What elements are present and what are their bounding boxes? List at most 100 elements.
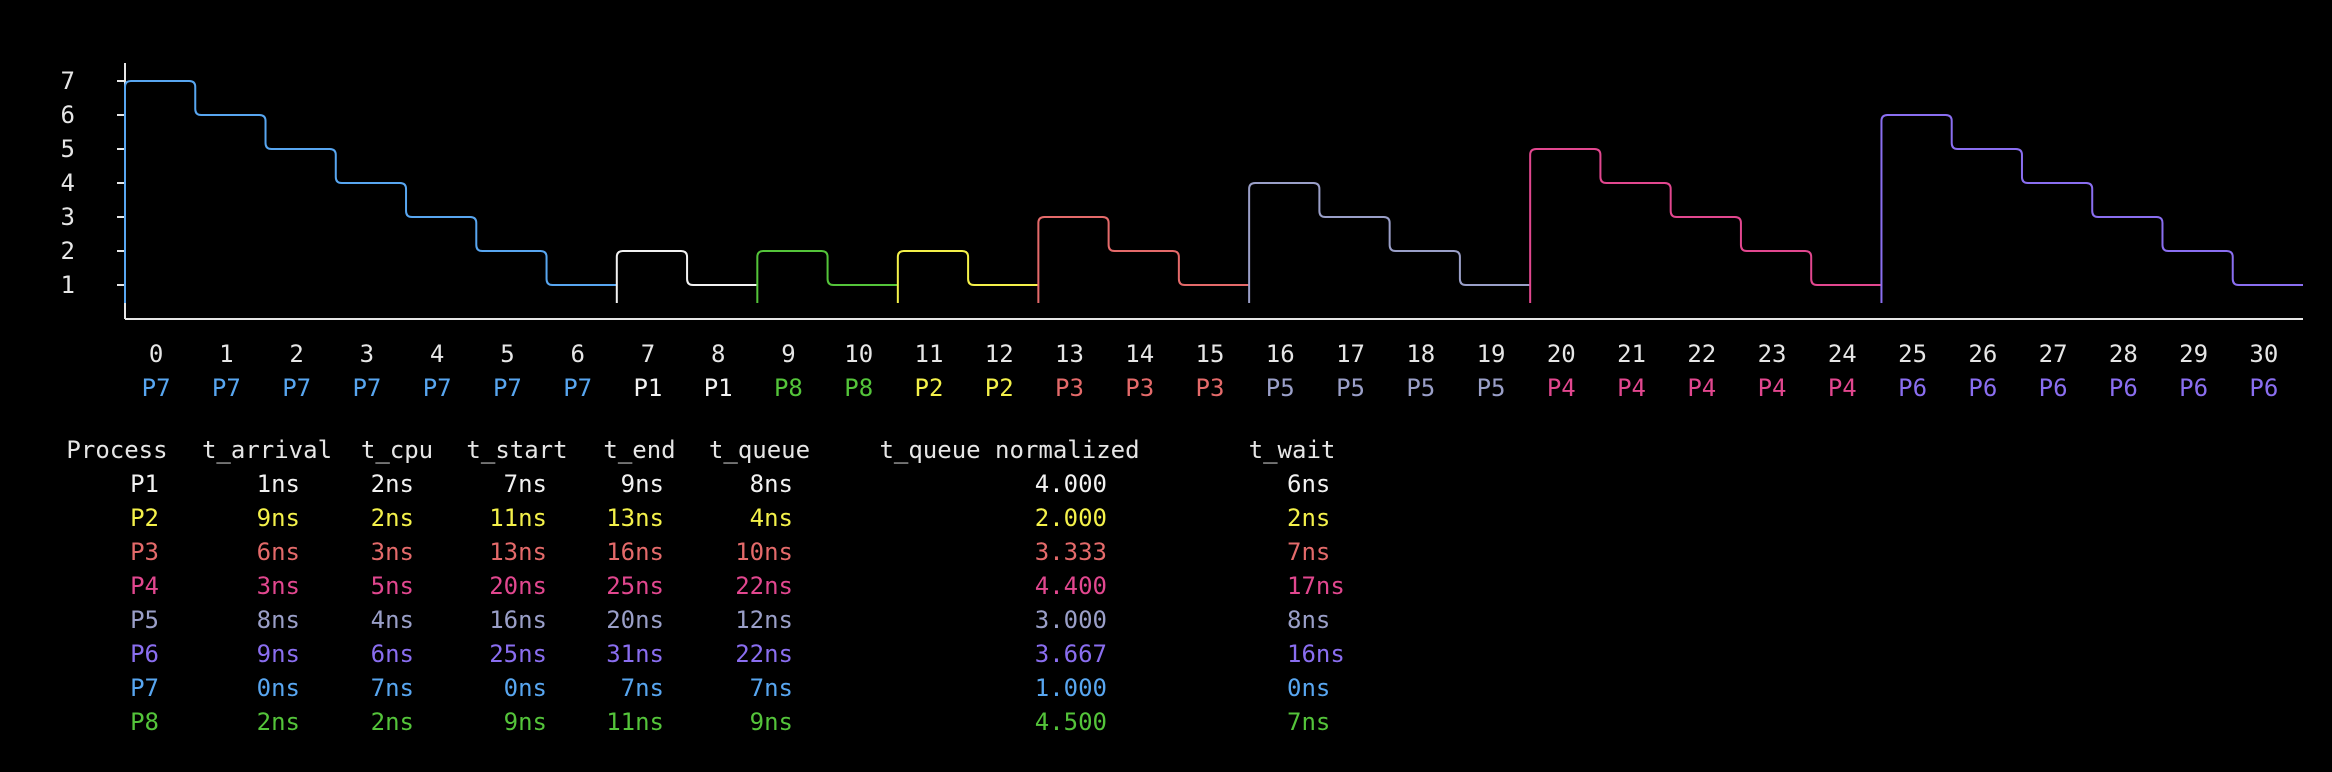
cell-t-queue-normalized: 4.000 — [1034, 470, 1107, 498]
slot-process-label: P6 — [2039, 374, 2068, 402]
cell-process: P6 — [130, 640, 159, 668]
slot-process-label: P7 — [282, 374, 311, 402]
x-tick-label: 18 — [1406, 340, 1435, 368]
cell-t-start: 0ns — [503, 674, 547, 702]
x-tick-label: 15 — [1196, 340, 1225, 368]
cell-t-cpu: 7ns — [370, 674, 414, 702]
cell-process: P7 — [130, 674, 159, 702]
cell-t-queue: 22ns — [735, 640, 793, 668]
slot-process-label: P4 — [1547, 374, 1576, 402]
cell-t-wait: 6ns — [1287, 470, 1331, 498]
series-p3-line — [1037, 216, 1250, 303]
cell-t-queue: 4ns — [749, 504, 793, 532]
series-p6-line — [1880, 114, 2303, 303]
cell-t-wait: 7ns — [1287, 538, 1331, 566]
cell-process: P5 — [130, 606, 159, 634]
x-tick-label: 8 — [711, 340, 725, 368]
cell-t-wait: 17ns — [1287, 572, 1345, 600]
table-row: P2 9ns 2ns 11ns 13ns 4ns 2.000 2ns — [47, 501, 1392, 535]
header-t-start: t_start — [466, 436, 568, 464]
slot-process-label: P2 — [915, 374, 944, 402]
slot-process-label: P4 — [1617, 374, 1646, 402]
cell-t-start: 16ns — [489, 606, 547, 634]
cell-t-queue-normalized: 2.000 — [1034, 504, 1107, 532]
series-p8-line — [756, 250, 898, 303]
cell-t-end: 31ns — [606, 640, 664, 668]
cell-t-wait: 7ns — [1287, 708, 1331, 736]
slot-process-label: P6 — [1898, 374, 1927, 402]
header-t-queue-normalized: t_queue normalized — [879, 436, 1140, 464]
table-row: P8 2ns 2ns 9ns 11ns 9ns 4.500 7ns — [47, 705, 1392, 739]
cell-t-arrival: 8ns — [256, 606, 300, 634]
cell-t-queue: 8ns — [749, 470, 793, 498]
cell-t-start: 7ns — [503, 470, 547, 498]
series-p7-line — [124, 80, 617, 303]
cell-process: P3 — [130, 538, 159, 566]
x-tick-label: 14 — [1125, 340, 1154, 368]
table-row: P4 3ns 5ns 20ns 25ns 22ns 4.400 17ns — [47, 569, 1392, 603]
cell-t-wait: 2ns — [1287, 504, 1331, 532]
cell-t-queue: 7ns — [749, 674, 793, 702]
slot-process-label: P7 — [212, 374, 241, 402]
slot-process-label: P6 — [2249, 374, 2278, 402]
cell-process: P2 — [130, 504, 159, 532]
scheduling-chart: 12345670P71P72P73P74P75P76P77P18P19P810P… — [61, 63, 2303, 402]
slot-process-label: P4 — [1687, 374, 1716, 402]
x-tick-label: 12 — [985, 340, 1014, 368]
slot-process-label: P4 — [1758, 374, 1787, 402]
cell-t-queue-normalized: 3.000 — [1034, 606, 1107, 634]
x-tick-label: 25 — [1898, 340, 1927, 368]
cell-t-cpu: 6ns — [370, 640, 414, 668]
slot-process-label: P7 — [142, 374, 171, 402]
cell-t-queue: 12ns — [735, 606, 793, 634]
header-t-cpu: t_cpu — [360, 436, 434, 464]
table-row: P5 8ns 4ns 16ns 20ns 12ns 3.000 8ns — [47, 603, 1392, 637]
slot-process-label: P8 — [844, 374, 873, 402]
slot-process-label: P2 — [985, 374, 1014, 402]
slot-process-label: P7 — [352, 374, 381, 402]
table-header-row: Process t_arrival t_cpu t_start t_end t_… — [47, 433, 1392, 467]
y-tick-label: 5 — [61, 135, 75, 163]
slot-process-label: P5 — [1336, 374, 1365, 402]
cell-t-start: 9ns — [503, 708, 547, 736]
cell-t-start: 25ns — [489, 640, 547, 668]
header-process: Process — [66, 436, 168, 464]
x-tick-label: 20 — [1547, 340, 1576, 368]
slot-process-label: P5 — [1477, 374, 1506, 402]
cell-t-cpu: 4ns — [370, 606, 414, 634]
cell-t-cpu: 2ns — [370, 504, 414, 532]
slot-process-label: P1 — [633, 374, 662, 402]
x-tick-label: 5 — [500, 340, 514, 368]
header-t-arrival: t_arrival — [201, 436, 333, 464]
x-tick-label: 11 — [915, 340, 944, 368]
cell-process: P4 — [130, 572, 159, 600]
table-row: P7 0ns 7ns 0ns 7ns 7ns 1.000 0ns — [47, 671, 1392, 705]
slot-process-label: P4 — [1828, 374, 1857, 402]
cell-t-wait: 16ns — [1287, 640, 1345, 668]
cell-t-arrival: 3ns — [256, 572, 300, 600]
x-tick-label: 17 — [1336, 340, 1365, 368]
cell-process: P8 — [130, 708, 159, 736]
x-tick-label: 30 — [2249, 340, 2278, 368]
header-t-wait: t_wait — [1248, 436, 1336, 464]
y-tick-label: 2 — [61, 237, 75, 265]
cell-t-start: 13ns — [489, 538, 547, 566]
slot-process-label: P8 — [774, 374, 803, 402]
table-row: P1 1ns 2ns 7ns 9ns 8ns 4.000 6ns — [47, 467, 1392, 501]
cell-t-end: 9ns — [620, 470, 664, 498]
cell-t-cpu: 3ns — [370, 538, 414, 566]
cell-t-queue-normalized: 4.500 — [1034, 708, 1107, 736]
cell-t-queue: 22ns — [735, 572, 793, 600]
cell-t-end: 20ns — [606, 606, 664, 634]
cell-t-end: 11ns — [606, 708, 664, 736]
cell-t-queue-normalized: 3.333 — [1034, 538, 1107, 566]
series-p4-line — [1529, 148, 1882, 303]
x-tick-label: 26 — [1968, 340, 1997, 368]
cell-t-end: 16ns — [606, 538, 664, 566]
cell-t-wait: 0ns — [1287, 674, 1331, 702]
x-tick-label: 10 — [844, 340, 873, 368]
x-tick-label: 27 — [2039, 340, 2068, 368]
cell-t-wait: 8ns — [1287, 606, 1331, 634]
slot-process-label: P6 — [2109, 374, 2138, 402]
